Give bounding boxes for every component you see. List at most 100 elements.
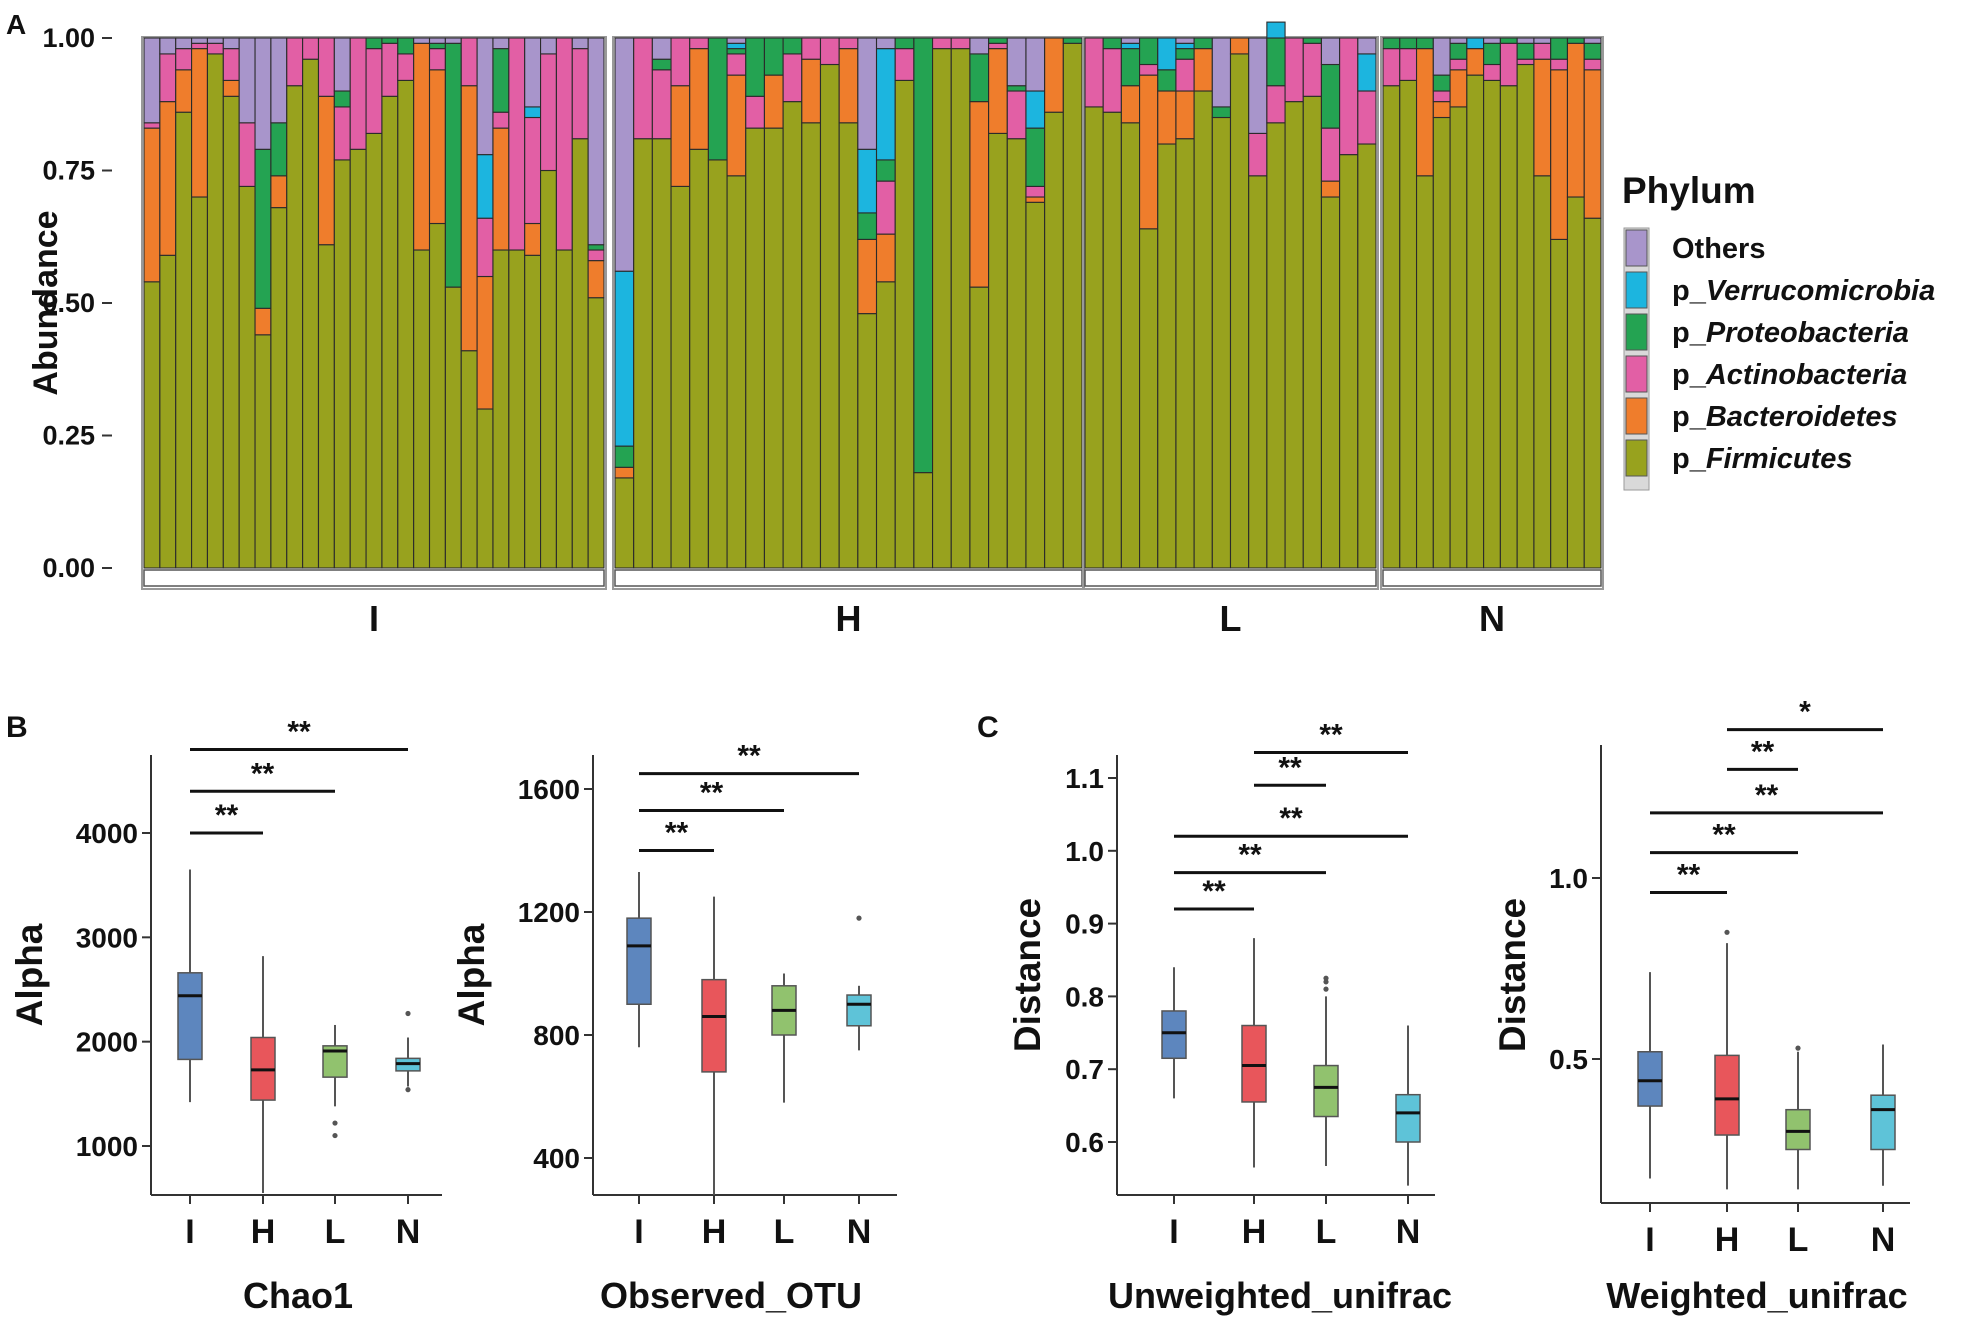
bar-segment-proteobacteria <box>1157 69 1177 92</box>
group-label: L <box>1220 598 1242 639</box>
legend-swatch <box>1625 271 1648 309</box>
bar-segment-firmicutes <box>1006 138 1027 569</box>
bar-segment-bacteroidetes <box>689 48 709 150</box>
y-tick-label: 1.1 <box>1065 763 1104 794</box>
bar-segment-actinobacteria <box>838 37 859 50</box>
bar-segment-actinobacteria <box>1533 42 1552 60</box>
bar-segment-actinobacteria <box>302 37 320 60</box>
bar-segment-firmicutes <box>365 132 383 569</box>
bar-segment-firmicutes <box>1339 154 1359 569</box>
significance-label: ** <box>1202 875 1226 908</box>
bar-segment-actinobacteria <box>1006 90 1027 140</box>
bar-segment-actinobacteria <box>689 37 709 50</box>
bar-segment-verrucomicrobia <box>857 148 878 214</box>
bar-segment-proteobacteria <box>1432 74 1451 92</box>
bar-segment-proteobacteria <box>1266 37 1286 87</box>
y-axis-title: Distance <box>1007 898 1048 1052</box>
bar-segment-proteobacteria <box>397 37 415 55</box>
x-axis-title: Observed_OTU <box>600 1275 862 1316</box>
x-axis-title: Unweighted_unifrac <box>1108 1275 1452 1316</box>
y-tick-label: 0.50 <box>42 288 95 318</box>
box <box>1637 1051 1663 1107</box>
group-frame <box>1082 36 1379 590</box>
bar-segment-proteobacteria <box>1499 37 1518 44</box>
bar-segment-firmicutes <box>801 122 822 569</box>
bar-segment-others <box>587 37 605 246</box>
bar-segment-proteobacteria <box>1399 37 1418 50</box>
bar-segment-actinobacteria <box>1266 85 1286 124</box>
x-tick-label: N <box>847 1213 872 1251</box>
bar-segment-proteobacteria <box>1102 37 1122 50</box>
bar-segment-firmicutes <box>726 175 747 569</box>
bar-segment-proteobacteria <box>1062 37 1083 44</box>
bar-segment-firmicutes <box>1284 101 1304 569</box>
bar-segment-firmicutes <box>222 95 240 569</box>
bar-segment-actinobacteria <box>349 37 367 150</box>
bar-segment-firmicutes <box>1583 217 1602 569</box>
x-axis-title: Chao1 <box>243 1275 353 1316</box>
y-tick-label: 1600 <box>518 774 580 805</box>
bar-segment-actinobacteria <box>1432 90 1451 103</box>
bar-segment-firmicutes <box>1516 63 1535 569</box>
bar-segment-actinobacteria <box>175 48 193 71</box>
bar-segment-proteobacteria <box>875 159 896 182</box>
y-tick-label: 0.5 <box>1549 1044 1588 1075</box>
bar-segment-actinobacteria <box>333 106 351 161</box>
bar-segment-bacteroidetes <box>1566 42 1585 198</box>
bar-segment-others <box>857 37 878 150</box>
legend-label: p_Verrucomicrobia <box>1672 275 1935 307</box>
bar-segment-actinobacteria <box>143 122 161 129</box>
bar-segment-firmicutes <box>555 249 573 569</box>
x-tick-label: H <box>251 1213 276 1251</box>
bar-segment-bacteroidetes <box>726 74 747 177</box>
bar-segment-firmicutes <box>1466 74 1485 569</box>
x-tick-label: I <box>634 1213 643 1251</box>
y-tick-label: 1.0 <box>1549 863 1588 894</box>
significance-label: ** <box>215 799 239 832</box>
bar-segment-others <box>238 37 256 124</box>
bar-segment-firmicutes <box>1302 95 1322 569</box>
bar-segment-proteobacteria <box>270 122 288 177</box>
box <box>177 972 203 1061</box>
group-strip <box>143 569 605 587</box>
bar-segment-proteobacteria <box>913 37 934 474</box>
bar-segment-actinobacteria <box>633 37 653 140</box>
bar-segment-others <box>1025 37 1046 92</box>
significance-label: ** <box>251 757 275 790</box>
bar-segment-actinobacteria <box>587 249 605 262</box>
bar-segment-actinobacteria <box>875 180 896 235</box>
bar-segment-others <box>1006 37 1027 87</box>
box <box>1395 1093 1421 1143</box>
bar-segment-actinobacteria <box>1339 37 1359 156</box>
bar-segment-firmicutes <box>1062 42 1083 569</box>
bar-segment-others <box>428 37 446 44</box>
bar-segment-bacteroidetes <box>1583 69 1602 219</box>
outlier-point <box>1323 979 1329 985</box>
bar-segment-proteobacteria <box>726 48 747 55</box>
bar-segment-verrucomicrobia <box>1175 42 1195 50</box>
bar-segment-proteobacteria <box>1382 37 1401 50</box>
legend-label: Others <box>1672 233 1765 265</box>
x-tick-label: N <box>1871 1221 1896 1259</box>
bar-segment-actinobacteria <box>476 217 494 278</box>
bar-segment-others <box>1211 37 1232 108</box>
x-axis-title: Weighted_unifrac <box>1606 1275 1907 1316</box>
bar-segment-bacteroidetes <box>838 48 859 124</box>
y-tick-label: 0.6 <box>1065 1127 1104 1158</box>
bar-segment-bacteroidetes <box>1193 48 1213 92</box>
group-label: I <box>369 598 379 639</box>
bar-segment-firmicutes <box>1357 143 1377 569</box>
x-tick-label: L <box>1788 1221 1809 1259</box>
bar-segment-bacteroidetes <box>1139 74 1159 230</box>
y-axis-title: Abundance <box>27 210 65 395</box>
y-axis-title: Distance <box>1492 898 1533 1052</box>
y-axis-title: Alpha <box>9 923 50 1026</box>
outlier-point <box>405 1087 411 1093</box>
bar-segment-others <box>1248 37 1268 134</box>
bar-segment-others <box>492 37 510 50</box>
y-tick-label: 0.7 <box>1065 1054 1104 1085</box>
bar-segment-bacteroidetes <box>1550 69 1569 240</box>
legend-label: p_Firmicutes <box>1672 443 1853 475</box>
bar-segment-firmicutes <box>333 159 351 569</box>
